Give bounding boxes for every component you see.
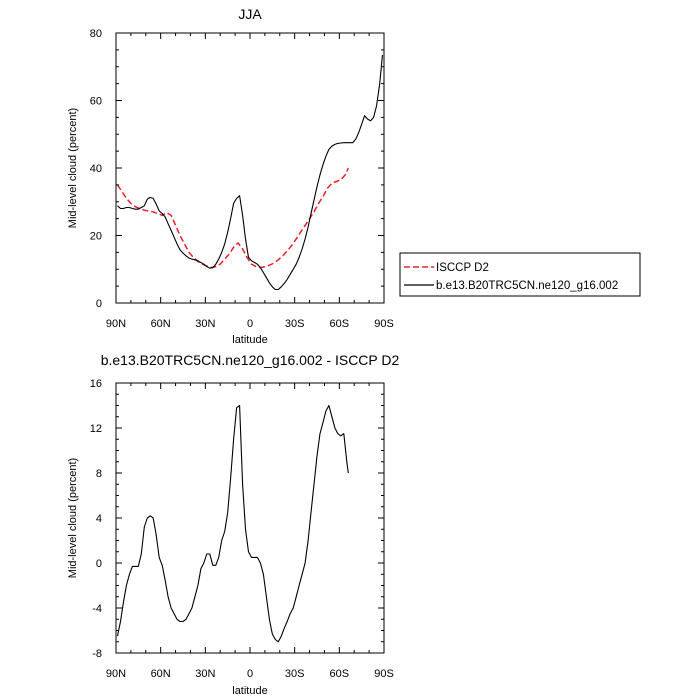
top-x-tick-label: 0 — [247, 318, 253, 330]
top-series-isccp-d2 — [116, 167, 349, 269]
legend-label-model: b.e13.B20TRC5CN.ne120_g16.002 — [436, 280, 618, 292]
bottom-x-tick-label: 30S — [285, 668, 305, 680]
bottom-series-group — [116, 404, 349, 643]
bottom-y-tick-label: 0 — [96, 558, 102, 570]
bottom-y-tick-label: 8 — [96, 468, 102, 480]
top-panel: JJA 90N 60N 30N 0 30S 60S 90S 0 20 40 60 80 latitud… — [67, 6, 394, 346]
bottom-plot-frame — [115, 382, 385, 654]
top-plot-frame — [115, 32, 385, 304]
top-x-tick-label: 30S — [285, 318, 305, 330]
bottom-y-tick-label: -8 — [92, 648, 102, 660]
legend-label-isccp: ISCCP D2 — [436, 262, 489, 274]
bottom-x-tick-label: 90N — [106, 668, 126, 680]
top-series-b-e13-b20trc5cn-ne120-g16-002 — [117, 54, 384, 291]
bottom-y-tick-label: 4 — [96, 513, 102, 525]
top-ticks-group: 90N 60N 30N 0 30S 60S 90S 0 20 40 60 80 — [90, 28, 394, 330]
bottom-x-axis-label: latitude — [232, 685, 267, 697]
top-x-tick-label: 60N — [151, 318, 171, 330]
top-x-tick-label: 60S — [330, 318, 350, 330]
bottom-y-tick-label: 12 — [90, 423, 102, 435]
bottom-y-tick-label: -4 — [92, 603, 102, 615]
top-x-axis-label: latitude — [232, 334, 267, 346]
bottom-x-tick-label: 0 — [247, 668, 253, 680]
bottom-x-tick-label: 90S — [374, 668, 394, 680]
legend-box — [399, 252, 641, 297]
bottom-chart-title: b.e13.B20TRC5CN.ne120_g16.002 - ISCCP D2 — [101, 352, 400, 368]
legend: ISCCP D2 b.e13.B20TRC5CN.ne120_g16.002 — [399, 252, 641, 297]
top-x-tick-label: 90S — [374, 318, 394, 330]
top-series-group — [116, 54, 384, 291]
bottom-ticks-group: 90N 60N 30N 0 30S 60S 90S -8 -4 0 4 8 12 16 — [90, 378, 394, 680]
bottom-y-tick-label: 16 — [90, 378, 102, 390]
top-chart-title: JJA — [238, 6, 262, 22]
top-y-tick-label: 80 — [90, 28, 102, 40]
bottom-x-tick-label: 60N — [151, 668, 171, 680]
top-y-axis-label: Mid-level cloud (percent) — [67, 108, 79, 228]
bottom-series-difference — [116, 404, 349, 643]
top-y-tick-label: 60 — [90, 96, 102, 108]
top-y-tick-label: 20 — [90, 231, 102, 243]
bottom-x-tick-label: 30N — [195, 668, 215, 680]
top-x-tick-label: 30N — [195, 318, 215, 330]
bottom-x-tick-label: 60S — [330, 668, 350, 680]
top-x-tick-label: 90N — [106, 318, 126, 330]
top-y-tick-label: 0 — [96, 298, 102, 310]
bottom-y-axis-label: Mid-level cloud (percent) — [67, 458, 79, 578]
top-y-tick-label: 40 — [90, 163, 102, 175]
bottom-panel: b.e13.B20TRC5CN.ne120_g16.002 - ISCCP D2… — [67, 352, 400, 697]
